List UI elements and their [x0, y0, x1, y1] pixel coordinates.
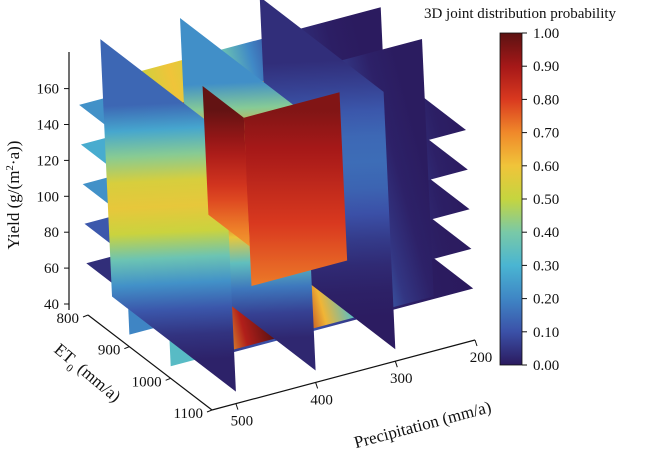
yield-tick-label: 160 — [37, 82, 60, 98]
et0-tick — [82, 314, 89, 318]
precipitation-axis: 200 300 400 500 Precipitation (mm/a) — [211, 339, 493, 451]
yield-tick-label: 120 — [37, 153, 60, 169]
precipitation-tick — [394, 361, 398, 368]
colorbar-tick-label: 0.20 — [533, 292, 559, 308]
et0-tick-label: 900 — [98, 343, 121, 359]
precipitation-tick-label: 300 — [390, 371, 413, 387]
colorbar-tick-label: 0.80 — [533, 92, 559, 108]
colorbar-tick-label: 0.60 — [533, 159, 559, 175]
probability-core-side — [202, 85, 250, 247]
et0-tick-label: 1000 — [132, 374, 162, 390]
colorbar-tick-label: 0.10 — [533, 325, 559, 341]
et0-tick — [124, 346, 130, 350]
et0-tick — [206, 409, 213, 413]
yield-axis-label: Yield (g/(m2·a)) — [4, 141, 23, 250]
yield-tick-label: 40 — [44, 297, 59, 313]
et0-tick-label: 800 — [57, 311, 80, 327]
colorbar-tick-label: 0.50 — [533, 192, 559, 208]
et0-tick-label: 1100 — [174, 406, 203, 422]
precipitation-tick — [235, 403, 239, 410]
colorbar-tick-label: 0.40 — [533, 225, 559, 241]
precipitation-tick-label: 500 — [231, 414, 254, 430]
precipitation-tick — [315, 382, 319, 389]
yield-tick-label: 100 — [37, 189, 60, 205]
colorbar-gradient — [499, 32, 523, 366]
colorbar-tick-label: 0.00 — [533, 358, 559, 374]
precipitation-axis-label: Precipitation (mm/a) — [352, 397, 493, 451]
yield-tick-label: 140 — [37, 118, 60, 134]
yield-tick-label: 80 — [44, 225, 59, 241]
precipitation-tick — [474, 339, 478, 347]
yield-tick-label: 60 — [44, 261, 59, 277]
et0-tick — [165, 377, 171, 381]
colorbar-tick-label: 0.70 — [533, 126, 559, 142]
precipitation-slice — [100, 39, 236, 392]
yield-axis: 40 60 80 100 120 140 160 Yield (g/(m2·a)) — [4, 52, 70, 313]
precipitation-tick-label: 200 — [470, 350, 493, 366]
precipitation-tick-label: 400 — [310, 392, 333, 408]
colorbar-tick-label: 0.30 — [533, 258, 559, 274]
et0-axis-line — [87, 314, 213, 411]
colorbar-tick-label: 1.00 — [533, 26, 559, 42]
volume-slices — [79, 0, 474, 392]
colorbar: 0.00 0.10 0.20 0.30 0.40 0.50 0.60 0.70 0.80 0.90… — [424, 6, 617, 374]
precipitation-axis-line — [211, 339, 476, 411]
colorbar-title: 3D joint distribution probability — [424, 6, 617, 22]
colorbar-tick-label: 0.90 — [533, 59, 559, 75]
probability-core — [243, 92, 348, 286]
